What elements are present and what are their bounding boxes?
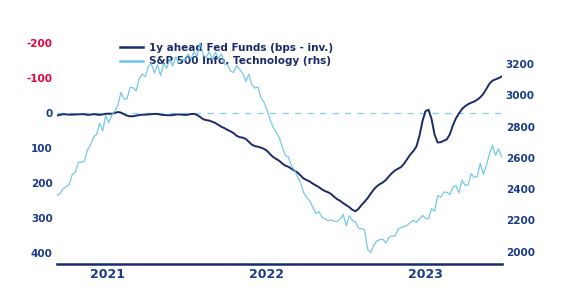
Legend: 1y ahead Fed Funds (bps - inv.), S&P 500 Info. Technology (rhs): 1y ahead Fed Funds (bps - inv.), S&P 500… [116,39,337,70]
